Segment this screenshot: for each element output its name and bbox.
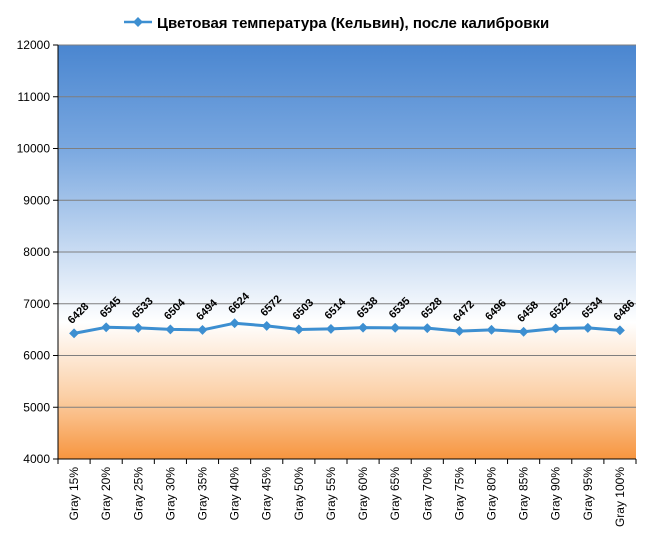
x-tick-label: Gray 90%	[549, 467, 563, 521]
data-point	[390, 322, 401, 333]
y-tick-label: 4000	[23, 452, 50, 466]
x-tick-label: Gray 20%	[99, 467, 113, 521]
data-point	[518, 326, 529, 337]
data-point	[422, 323, 433, 334]
legend-diamond-marker	[133, 17, 143, 27]
data-point	[165, 324, 176, 335]
data-point	[582, 322, 593, 333]
data-point	[293, 324, 304, 335]
axes: 4000 5000 6000 7000 8000 9000 10000 11000 12000 G…	[17, 38, 637, 527]
y-tick-label: 9000	[23, 193, 50, 207]
data-point	[454, 326, 465, 337]
x-tick-label: Gray 30%	[163, 467, 177, 521]
series-line	[73, 321, 621, 335]
x-tick-label: Gray 95%	[581, 467, 595, 521]
x-tick-label: Gray 100%	[613, 467, 627, 527]
data-point	[486, 324, 497, 335]
legend: Цветовая температура (Кельвин), после ка…	[124, 15, 549, 32]
x-tick-label: Gray 45%	[260, 467, 274, 521]
data-point	[261, 320, 272, 331]
data-point	[358, 322, 369, 333]
data-point	[614, 325, 625, 336]
y-tick-label: 5000	[23, 400, 50, 414]
y-tick-label: 12000	[17, 38, 51, 52]
y-tick-label: 6000	[23, 349, 50, 363]
x-tick-label: Gray 60%	[356, 467, 370, 521]
x-tick-label: Gray 85%	[517, 467, 531, 521]
x-tick-label: Gray 50%	[292, 467, 306, 521]
data-point	[133, 322, 144, 333]
chart-title: Цветовая температура (Кельвин), после ка…	[157, 15, 549, 32]
x-tick-label: Gray 55%	[324, 467, 338, 521]
x-tick-label: Gray 75%	[452, 467, 466, 521]
data-point	[197, 324, 208, 335]
x-tick-label: Gray 70%	[420, 467, 434, 521]
y-tick-label: 10000	[17, 142, 51, 156]
x-tick-label: Gray 65%	[388, 467, 402, 521]
data-point	[325, 323, 336, 334]
data-point	[550, 323, 561, 334]
y-tick-label: 8000	[23, 245, 50, 259]
y-tick-label: 7000	[23, 297, 50, 311]
x-tick-label: Gray 15%	[67, 467, 81, 521]
x-tick-label: Gray 40%	[228, 467, 242, 521]
gridlines	[58, 44, 636, 408]
y-tick-label: 11000	[18, 90, 51, 104]
data-point	[229, 318, 240, 329]
x-tick-label: Gray 25%	[131, 467, 145, 521]
x-tick-label: Gray 80%	[485, 467, 499, 521]
x-tick-label: Gray 35%	[196, 467, 210, 521]
